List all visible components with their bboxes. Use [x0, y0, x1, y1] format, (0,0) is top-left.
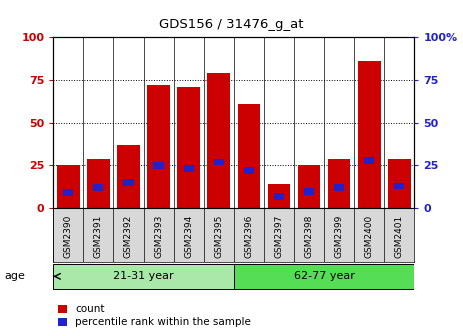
- Text: GSM2395: GSM2395: [214, 214, 223, 258]
- Text: GSM2392: GSM2392: [124, 214, 133, 258]
- Text: GSM2400: GSM2400: [365, 214, 374, 258]
- Text: GSM2397: GSM2397: [275, 214, 283, 258]
- Bar: [234, 263, 414, 289]
- Bar: [388, 159, 411, 208]
- Bar: [94, 184, 103, 191]
- Text: GDS156 / 31476_g_at: GDS156 / 31476_g_at: [159, 18, 304, 32]
- Bar: [298, 166, 320, 208]
- Bar: [394, 183, 404, 190]
- Text: GSM2398: GSM2398: [305, 214, 313, 258]
- Text: GSM2401: GSM2401: [395, 214, 404, 258]
- Text: age: age: [5, 271, 25, 281]
- Bar: [274, 193, 284, 200]
- Bar: [207, 73, 230, 208]
- Bar: [53, 263, 234, 289]
- Bar: [124, 179, 133, 186]
- Bar: [177, 87, 200, 208]
- Text: GSM2391: GSM2391: [94, 214, 103, 258]
- Bar: [87, 159, 110, 208]
- Text: 62-77 year: 62-77 year: [294, 271, 355, 281]
- Text: GSM2393: GSM2393: [154, 214, 163, 258]
- Bar: [238, 104, 260, 208]
- Bar: [147, 85, 170, 208]
- Bar: [364, 157, 374, 164]
- Bar: [358, 61, 381, 208]
- Bar: [268, 184, 290, 208]
- Bar: [63, 190, 73, 196]
- Bar: [334, 184, 344, 191]
- Bar: [244, 167, 254, 174]
- Bar: [304, 188, 314, 195]
- Text: GSM2394: GSM2394: [184, 214, 193, 258]
- Bar: [214, 159, 224, 166]
- Bar: [57, 166, 80, 208]
- Text: 21-31 year: 21-31 year: [113, 271, 174, 281]
- Bar: [184, 166, 194, 172]
- Legend: count, percentile rank within the sample: count, percentile rank within the sample: [58, 304, 251, 327]
- Bar: [154, 162, 163, 169]
- Text: GSM2396: GSM2396: [244, 214, 253, 258]
- Text: GSM2399: GSM2399: [335, 214, 344, 258]
- Text: GSM2390: GSM2390: [64, 214, 73, 258]
- Bar: [117, 145, 140, 208]
- Bar: [328, 159, 350, 208]
